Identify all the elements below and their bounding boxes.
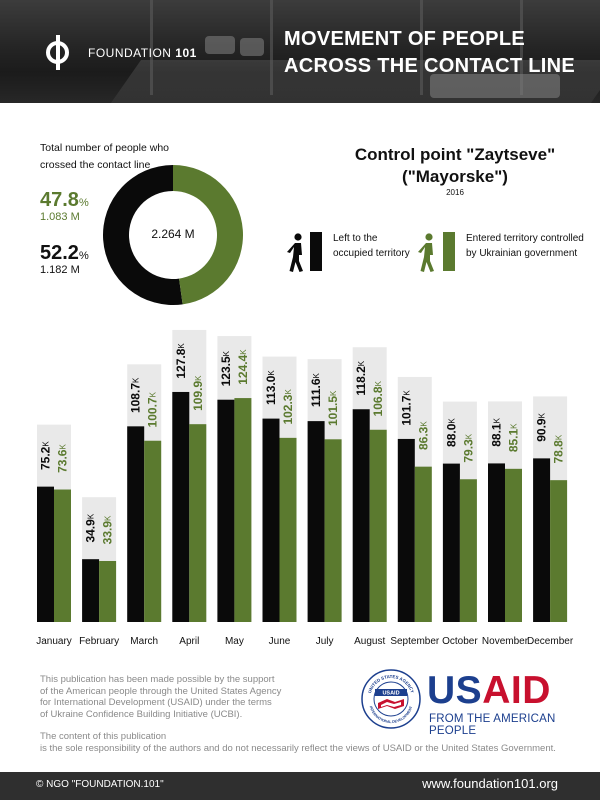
bar-entered-march — [144, 440, 162, 622]
bar-left-january — [37, 486, 54, 622]
usaid-logo: USAID — [427, 669, 551, 712]
value-label-left: 90.9K — [535, 412, 549, 441]
month-label: January — [36, 636, 72, 647]
bar-entered-october — [459, 479, 477, 622]
bar-left-december — [533, 458, 551, 622]
brand-name: FOUNDATION 101 — [88, 46, 197, 60]
value-label-entered: 100.7K — [146, 391, 160, 427]
bar-entered-november — [505, 468, 522, 622]
bar-entered-september — [414, 466, 432, 622]
bar-left-august — [352, 409, 370, 622]
black-count: 1.182 M — [40, 264, 80, 276]
value-label-entered: 78.8K — [552, 434, 566, 463]
month-label: February — [79, 636, 119, 647]
month-label: August — [354, 636, 385, 647]
footer-copyright: © NGO "FOUNDATION.101" — [36, 779, 164, 790]
disclaimer-funding: This publication has been made possible … — [40, 674, 282, 720]
usaid-tagline: FROM THE AMERICAN PEOPLE — [429, 713, 556, 737]
usaid-seal-icon: UNITED STATES AGENCY INTERNATIONAL DEVEL… — [361, 669, 421, 729]
bar-left-november — [488, 463, 505, 622]
donut-slice-entered — [173, 165, 243, 305]
value-label-entered: 124.4K — [236, 349, 250, 385]
foundation-logo-icon — [46, 41, 69, 64]
value-label-entered: 79.3K — [461, 433, 475, 462]
value-label-left: 101.7K — [399, 390, 413, 426]
bar-entered-january — [54, 489, 71, 622]
bar-entered-june — [279, 437, 297, 622]
bar-left-march — [127, 426, 145, 622]
bar-left-february — [82, 559, 100, 622]
disclaimer-content: The content of this publication is the s… — [40, 731, 556, 754]
value-label-entered: 73.6K — [56, 444, 70, 473]
month-label: June — [269, 636, 291, 647]
month-label: April — [179, 636, 199, 647]
control-point-year: 2016 — [446, 188, 464, 197]
value-label-entered: 33.9K — [101, 515, 115, 544]
value-label-left: 123.5K — [219, 350, 233, 386]
legend-entered-label: Entered territory controlled by Ukrainia… — [466, 233, 584, 259]
bar-entered-february — [99, 560, 117, 622]
control-point-title: Control point "Zaytseve" ("Mayorske") — [354, 145, 556, 186]
value-label-left: 88.0K — [444, 418, 458, 447]
value-label-left: 34.9K — [84, 513, 98, 542]
legend-swatch-entered — [443, 232, 455, 271]
value-label-left: 75.2K — [39, 441, 53, 470]
month-label: May — [225, 636, 244, 647]
bar-entered-april — [189, 424, 207, 622]
donut-total: 2.264 M — [151, 227, 195, 241]
value-label-left: 111.6K — [309, 372, 323, 407]
bar-entered-july — [324, 439, 342, 622]
footer-bar — [0, 772, 600, 800]
donut-chart — [103, 165, 243, 305]
bar-left-june — [262, 418, 280, 622]
value-label-entered: 109.9K — [191, 375, 205, 411]
page-title: MOVEMENT OF PEOPLE ACROSS THE CONTACT LI… — [284, 28, 575, 77]
month-label: December — [527, 636, 574, 647]
value-label-left: 127.8K — [174, 343, 188, 379]
month-label: September — [390, 636, 440, 647]
value-label-left: 88.1K — [490, 417, 504, 446]
value-label-entered: 86.3K — [416, 421, 430, 450]
month-label: March — [130, 636, 158, 647]
walking-person-icon — [287, 233, 303, 272]
header-banner — [0, 0, 600, 103]
value-label-entered: 85.1K — [507, 423, 521, 452]
bar-left-september — [397, 438, 415, 622]
month-label: July — [316, 636, 334, 647]
walking-person-green-icon — [418, 233, 434, 272]
value-label-left: 118.2K — [354, 360, 368, 395]
green-percentage: 47.8% — [40, 189, 89, 211]
bar-entered-august — [369, 429, 387, 622]
bar-left-july — [307, 421, 325, 622]
svg-text:USAID: USAID — [382, 691, 399, 697]
legend-swatch-left — [310, 232, 322, 271]
bar-left-october — [442, 463, 460, 622]
green-count: 1.083 M — [40, 211, 80, 223]
value-label-left: 113.0K — [264, 370, 278, 405]
bar-entered-december — [550, 480, 568, 622]
donut-slice-left — [103, 165, 183, 305]
value-label-entered: 106.8K — [371, 380, 385, 416]
bar-entered-may — [234, 398, 252, 622]
value-label-left: 108.7K — [129, 377, 143, 413]
total-label: Total number of people who crossed the c… — [40, 142, 169, 171]
month-label: November — [482, 636, 529, 647]
bar-left-april — [172, 391, 190, 622]
black-percentage: 52.2% — [40, 242, 89, 264]
value-label-entered: 102.3K — [281, 389, 295, 425]
month-label: October — [442, 636, 478, 647]
value-label-entered: 101.5K — [326, 390, 340, 426]
legend-left-label: Left to the occupied territory — [333, 233, 410, 259]
bar-left-may — [217, 399, 235, 622]
footer-website[interactable]: www.foundation101.org — [422, 776, 558, 791]
